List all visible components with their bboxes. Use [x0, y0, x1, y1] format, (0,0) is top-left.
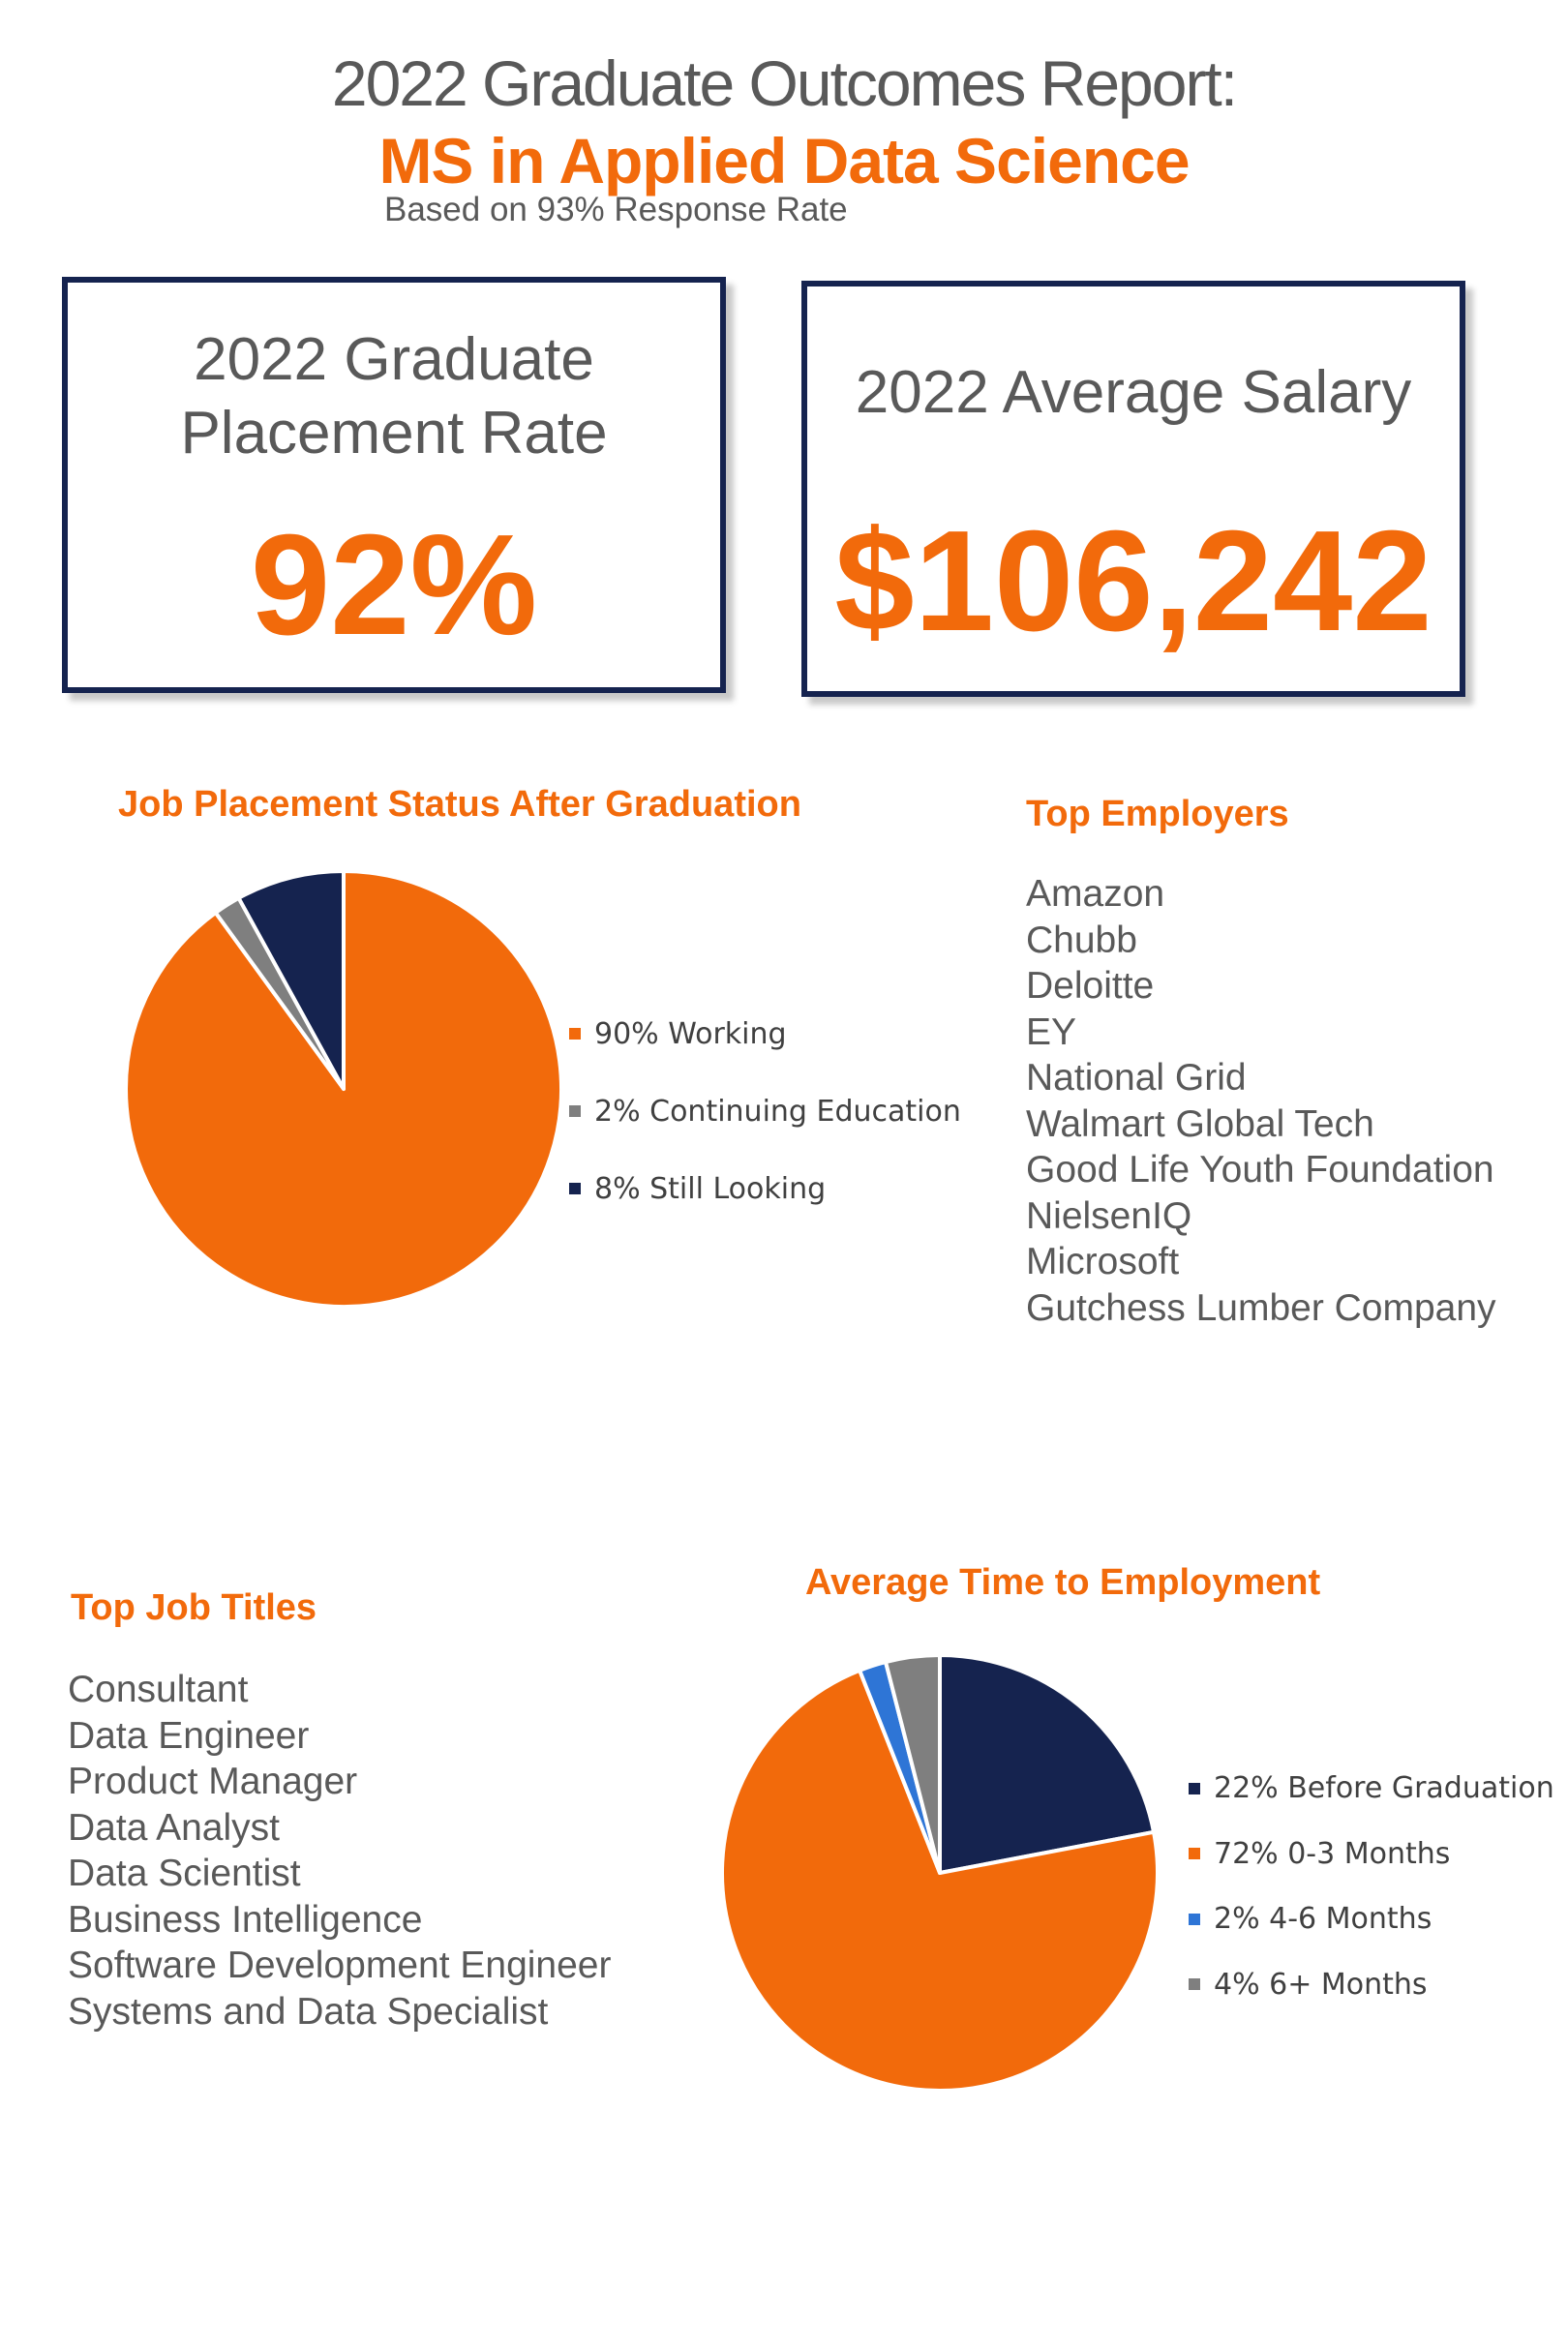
average-salary-value: $106,242	[834, 501, 1432, 661]
placement-rate-card: 2022 Graduate Placement Rate 92%	[62, 277, 726, 693]
top-job-titles-title: Top Job Titles	[71, 1587, 317, 1628]
placement-rate-label-line2: Placement Rate	[180, 400, 608, 467]
legend-item-2-4-6-months: 2% 4-6 Months	[1189, 1886, 1554, 1952]
top-employers-title: Top Employers	[1026, 794, 1289, 834]
employment-time-pie-chart	[720, 1653, 1160, 2093]
list-item: Business Intelligence	[68, 1898, 423, 1941]
legend-label: 22% Before Graduation	[1214, 1771, 1554, 1806]
list-item: National Grid	[1026, 1057, 1247, 1099]
legend-label: 2% Continuing Education	[594, 1094, 961, 1129]
legend-item-2-continuing-education: 2% Continuing Education	[569, 1072, 961, 1150]
list-item: Data Scientist	[68, 1853, 301, 1894]
list-item: Data Analyst	[68, 1806, 280, 1849]
list-item: Systems and Data Specialist	[68, 1990, 549, 2033]
legend-swatch	[569, 1105, 581, 1117]
legend-label: 90% Working	[594, 1016, 787, 1051]
placement-chart-legend: 90% Working 2% Continuing Education 8% Sti…	[569, 995, 961, 1227]
report-title: 2022 Graduate Outcomes Report:	[331, 47, 1238, 119]
legend-swatch	[1189, 1913, 1200, 1925]
pie-slice-8-still-looking	[236, 869, 346, 1091]
top-job-titles-list: Consultant Data Engineer Product Manager…	[68, 1667, 611, 2035]
list-item: Amazon	[1026, 873, 1165, 915]
program-name: MS in Applied Data Science	[378, 125, 1190, 196]
employment-time-chart-title: Average Time to Employment	[805, 1562, 1321, 1603]
placement-status-pie-chart	[124, 869, 563, 1309]
legend-label: 2% 4-6 Months	[1214, 1902, 1432, 1937]
legend-item-90-working: 90% Working	[569, 995, 961, 1072]
average-salary-label: 2022 Average Salary	[855, 359, 1412, 426]
legend-swatch	[569, 1028, 581, 1040]
legend-label: 4% 6+ Months	[1214, 1967, 1428, 2002]
legend-swatch	[1189, 1848, 1200, 1860]
top-employers-list: Amazon Chubb Deloitte EY National Grid W…	[1026, 871, 1496, 1331]
list-item: Gutchess Lumber Company	[1026, 1286, 1496, 1329]
list-item: EY	[1026, 1010, 1077, 1053]
legend-item-22-before-graduation: 22% Before Graduation	[1189, 1756, 1554, 1822]
response-rate-note: Based on 93% Response Rate	[384, 191, 848, 228]
employment-time-chart-legend: 22% Before Graduation 72% 0-3 Months 2% 4-…	[1189, 1756, 1554, 2017]
legend-label: 72% 0-3 Months	[1214, 1836, 1451, 1871]
list-item: Consultant	[68, 1669, 249, 1710]
legend-item-8-still-looking: 8% Still Looking	[569, 1150, 961, 1227]
list-item: Software Development Engineer	[68, 1945, 612, 1986]
placement-rate-label: 2022 Graduate Placement Rate	[68, 323, 720, 470]
placement-chart-title: Job Placement Status After Graduation	[118, 784, 801, 825]
pie-slice-22-before-graduation	[938, 1653, 1157, 1875]
legend-item-4-6-months: 4% 6+ Months	[1189, 1952, 1554, 2018]
legend-swatch	[569, 1183, 581, 1194]
list-item: Walmart Global Tech	[1026, 1102, 1374, 1145]
list-item: Chubb	[1026, 919, 1137, 961]
legend-swatch	[1189, 1978, 1200, 1991]
average-salary-card: 2022 Average Salary $106,242	[801, 281, 1465, 697]
legend-label: 8% Still Looking	[594, 1171, 827, 1206]
list-item: Data Engineer	[68, 1714, 310, 1757]
placement-rate-value: 92%	[250, 505, 538, 665]
list-item: NielsenIQ	[1026, 1194, 1192, 1237]
placement-rate-label-line1: 2022 Graduate	[194, 326, 594, 393]
list-item: Good Life Youth Foundation	[1026, 1149, 1494, 1191]
legend-swatch	[1189, 1782, 1200, 1794]
pie-slice-4-6-months	[884, 1653, 942, 1875]
list-item: Product Manager	[68, 1761, 358, 1802]
list-item: Microsoft	[1026, 1241, 1180, 1282]
legend-item-72-0-3-months: 72% 0-3 Months	[1189, 1822, 1554, 1887]
list-item: Deloitte	[1026, 965, 1155, 1007]
pie-slice-72-0-3-months	[720, 1668, 1160, 2093]
